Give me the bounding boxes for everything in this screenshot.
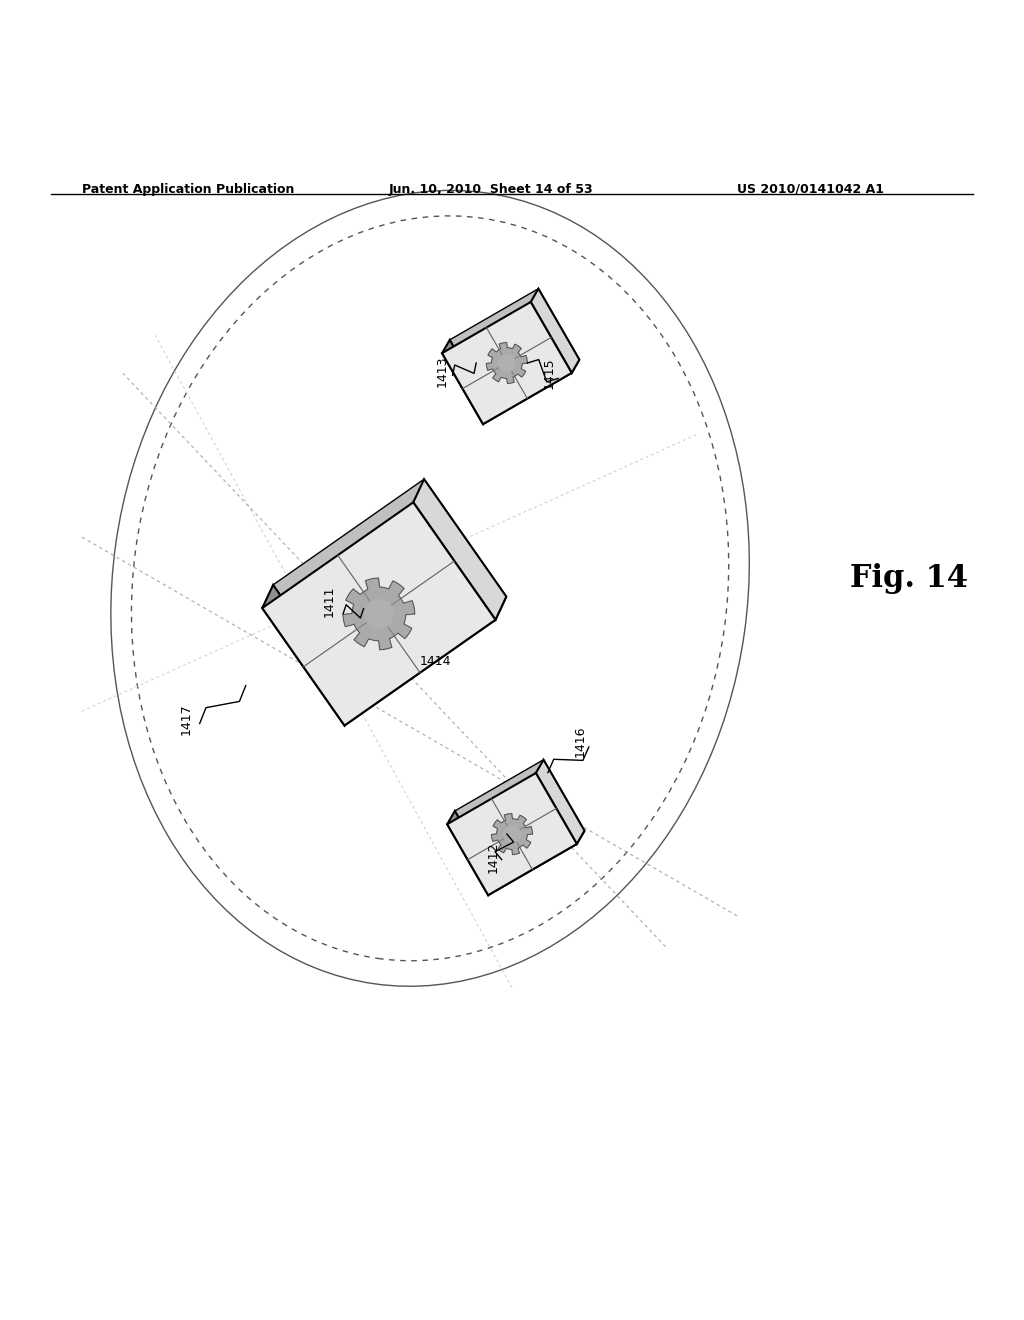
Polygon shape: [455, 760, 585, 882]
Polygon shape: [414, 479, 506, 620]
Polygon shape: [450, 289, 580, 411]
Polygon shape: [447, 774, 577, 895]
Polygon shape: [504, 826, 520, 842]
Text: Fig. 14: Fig. 14: [850, 562, 968, 594]
Polygon shape: [344, 597, 506, 726]
Polygon shape: [442, 302, 571, 424]
Text: 1412: 1412: [486, 841, 500, 873]
Polygon shape: [488, 830, 585, 895]
Text: Patent Application Publication: Patent Application Publication: [82, 182, 294, 195]
Text: 1416: 1416: [573, 726, 587, 758]
Polygon shape: [442, 339, 490, 424]
Polygon shape: [499, 355, 515, 371]
Text: 1414: 1414: [420, 655, 452, 668]
Polygon shape: [530, 289, 580, 374]
Polygon shape: [343, 578, 415, 649]
Polygon shape: [536, 760, 585, 843]
Text: 1411: 1411: [323, 586, 336, 616]
Polygon shape: [365, 599, 393, 628]
Text: 1415: 1415: [543, 356, 556, 388]
Polygon shape: [273, 479, 506, 702]
Polygon shape: [486, 343, 527, 384]
Polygon shape: [262, 585, 355, 726]
Polygon shape: [447, 810, 496, 895]
Polygon shape: [492, 813, 532, 854]
Polygon shape: [483, 359, 580, 424]
Polygon shape: [262, 503, 496, 726]
Text: Jun. 10, 2010  Sheet 14 of 53: Jun. 10, 2010 Sheet 14 of 53: [389, 182, 594, 195]
Text: 1413: 1413: [435, 355, 449, 387]
Text: US 2010/0141042 A1: US 2010/0141042 A1: [737, 182, 885, 195]
Text: 1417: 1417: [179, 704, 193, 735]
